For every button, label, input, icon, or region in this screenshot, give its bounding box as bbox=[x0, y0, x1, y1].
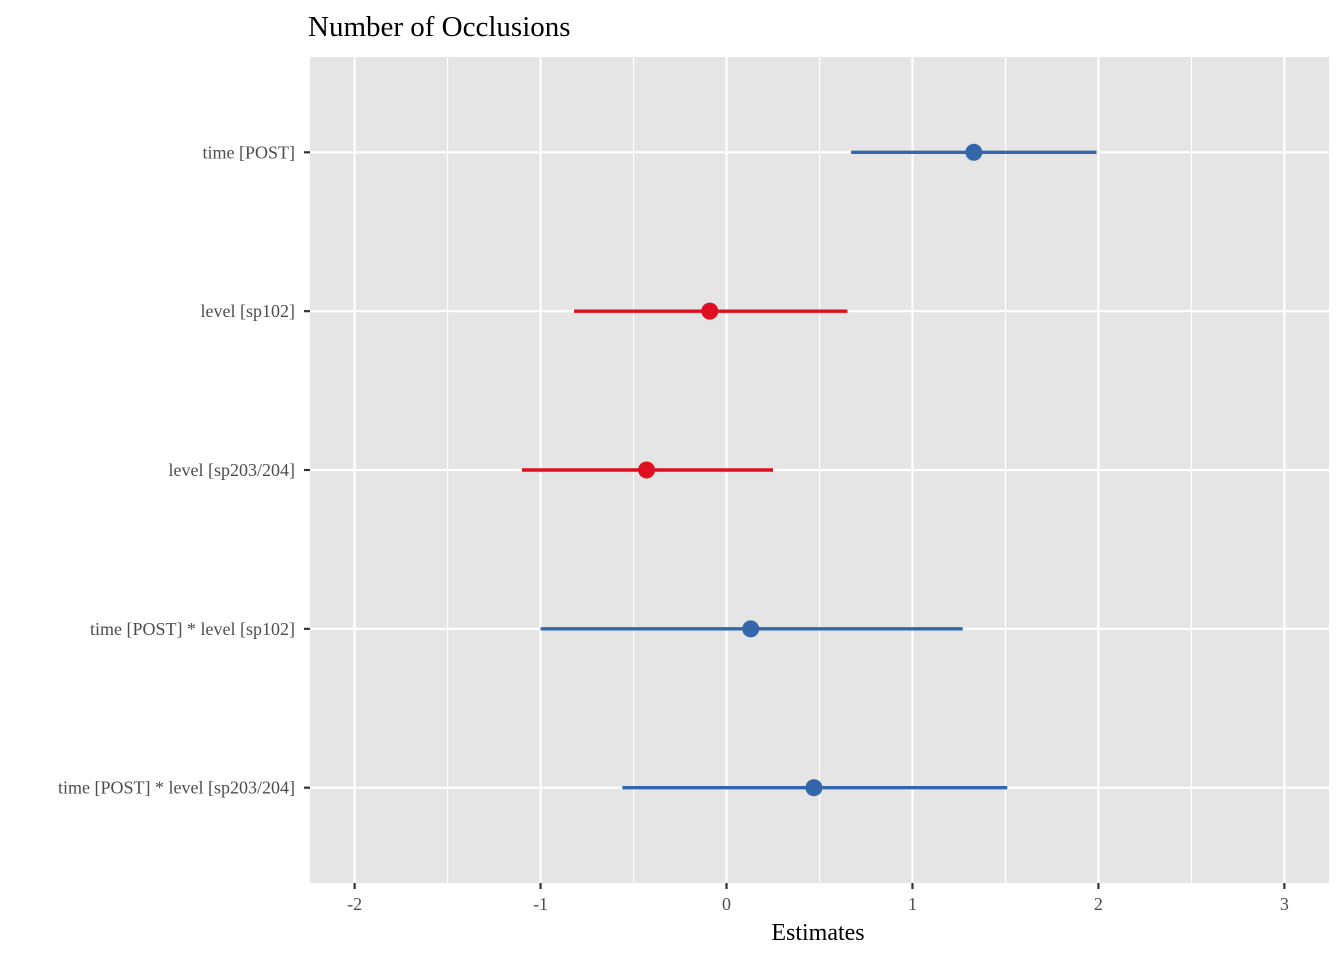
x-tick-label: -2 bbox=[347, 894, 362, 914]
estimate-point bbox=[965, 143, 983, 161]
y-tick-label: level [sp203/204] bbox=[169, 460, 295, 480]
x-tick-label: -1 bbox=[533, 894, 548, 914]
y-tick-label: time [POST] * level [sp203/204] bbox=[58, 778, 295, 798]
x-tick-label: 1 bbox=[908, 894, 917, 914]
y-tick-label: time [POST] * level [sp102] bbox=[90, 619, 295, 639]
y-axis: time [POST] level [sp102] level [sp203/204… bbox=[58, 142, 310, 798]
estimate-marks bbox=[521, 143, 1097, 797]
y-tick-label: time [POST] bbox=[203, 142, 296, 162]
x-axis-label: Estimates bbox=[771, 920, 864, 946]
estimate-point bbox=[638, 461, 656, 479]
estimate-point bbox=[701, 302, 719, 320]
x-tick-label: 3 bbox=[1280, 894, 1289, 914]
x-axis: -2 -1 0 1 2 3 bbox=[347, 883, 1289, 914]
x-tick-label: 2 bbox=[1094, 894, 1103, 914]
x-tick-label: 0 bbox=[722, 894, 731, 914]
estimate-point bbox=[805, 779, 823, 797]
estimate-point bbox=[742, 620, 760, 638]
y-tick-label: level [sp102] bbox=[201, 301, 295, 321]
chart-title: Number of Occlusions bbox=[308, 11, 571, 43]
